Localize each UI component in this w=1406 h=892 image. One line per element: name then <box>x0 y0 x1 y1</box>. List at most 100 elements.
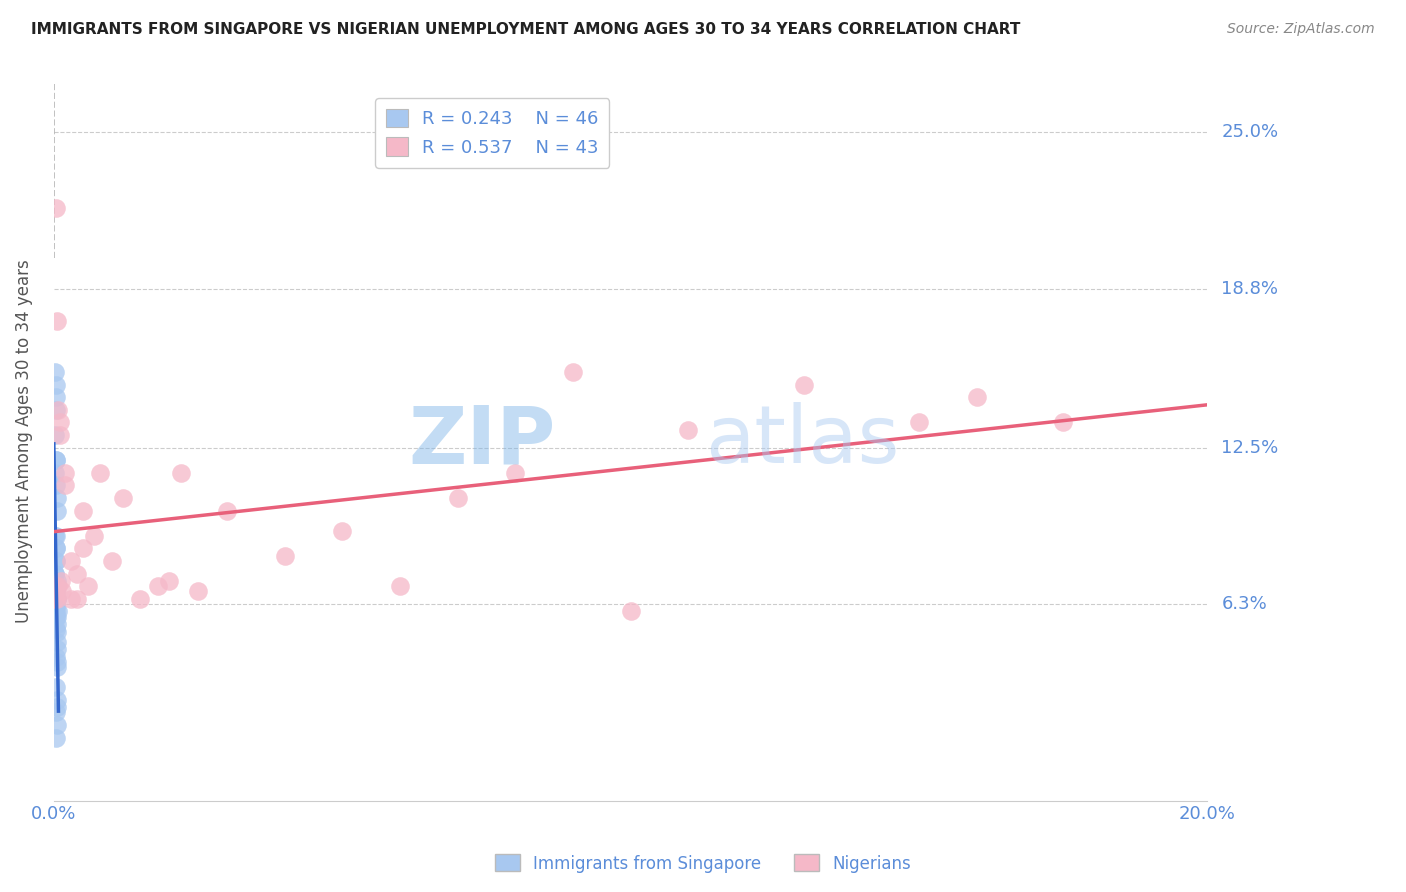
Point <box>49 574 72 589</box>
Point <box>45 584 67 599</box>
Text: Source: ZipAtlas.com: Source: ZipAtlas.com <box>1227 22 1375 37</box>
Text: 6.3%: 6.3% <box>1222 595 1267 613</box>
Point <box>44 529 66 543</box>
Point <box>1052 415 1074 429</box>
Point <box>908 415 931 429</box>
Point <box>77 579 100 593</box>
Point <box>793 377 815 392</box>
Text: IMMIGRANTS FROM SINGAPORE VS NIGERIAN UNEMPLOYMENT AMONG AGES 30 TO 34 YEARS COR: IMMIGRANTS FROM SINGAPORE VS NIGERIAN UN… <box>31 22 1021 37</box>
Point <box>72 541 94 556</box>
Point <box>48 428 70 442</box>
Point <box>45 453 67 467</box>
Point <box>45 649 67 664</box>
Point <box>45 579 67 593</box>
Point <box>100 554 122 568</box>
Point <box>45 706 67 720</box>
Point <box>45 692 67 706</box>
Point <box>503 466 526 480</box>
Point <box>966 390 988 404</box>
Point <box>45 624 67 639</box>
Point <box>60 591 83 606</box>
Point <box>45 680 67 694</box>
Text: ZIP: ZIP <box>408 402 555 480</box>
Point <box>187 584 209 599</box>
Point <box>46 700 69 714</box>
Point <box>678 423 700 437</box>
Point <box>45 574 67 589</box>
Point <box>45 478 67 492</box>
Point <box>46 579 69 593</box>
Point <box>45 599 67 614</box>
Point <box>330 524 353 538</box>
Point <box>45 617 67 632</box>
Point <box>45 591 67 606</box>
Point <box>60 554 83 568</box>
Point <box>620 605 643 619</box>
Legend: R = 0.243    N = 46, R = 0.537    N = 43: R = 0.243 N = 46, R = 0.537 N = 43 <box>375 98 609 168</box>
Point <box>45 634 67 648</box>
Point <box>129 591 152 606</box>
Point <box>44 365 66 379</box>
Point <box>45 591 67 606</box>
Point <box>45 718 67 732</box>
Point <box>45 390 67 404</box>
Point <box>45 541 67 556</box>
Point <box>46 314 69 328</box>
Point <box>44 466 66 480</box>
Point <box>46 642 69 657</box>
Point <box>157 574 180 589</box>
Point <box>45 554 67 568</box>
Point <box>45 453 67 467</box>
Point <box>51 584 73 599</box>
Point <box>45 599 67 614</box>
Point <box>45 529 67 543</box>
Point <box>273 549 295 563</box>
Point <box>53 478 76 492</box>
Point <box>44 566 66 581</box>
Point <box>45 591 67 606</box>
Point <box>146 579 169 593</box>
Point <box>561 365 583 379</box>
Point <box>45 591 67 606</box>
Point <box>45 402 67 417</box>
Point <box>66 566 89 581</box>
Point <box>53 466 76 480</box>
Point <box>72 503 94 517</box>
Point <box>45 579 67 593</box>
Text: 25.0%: 25.0% <box>1222 123 1278 141</box>
Point <box>45 491 67 505</box>
Point <box>215 503 238 517</box>
Text: atlas: atlas <box>706 402 900 480</box>
Point <box>45 731 67 745</box>
Point <box>45 503 67 517</box>
Point <box>45 554 67 568</box>
Y-axis label: Unemployment Among Ages 30 to 34 years: Unemployment Among Ages 30 to 34 years <box>15 260 32 624</box>
Point <box>89 466 111 480</box>
Point <box>48 579 70 593</box>
Point <box>48 415 70 429</box>
Point <box>46 609 69 624</box>
Point <box>45 622 67 636</box>
Text: 12.5%: 12.5% <box>1222 439 1278 457</box>
Point <box>46 605 69 619</box>
Point <box>45 605 67 619</box>
Point <box>44 591 66 606</box>
Point <box>83 529 105 543</box>
Point <box>44 428 66 442</box>
Point <box>45 201 67 215</box>
Legend: Immigrants from Singapore, Nigerians: Immigrants from Singapore, Nigerians <box>488 847 918 880</box>
Point <box>112 491 135 505</box>
Point <box>46 660 69 674</box>
Point <box>446 491 468 505</box>
Point <box>45 609 67 624</box>
Point <box>66 591 89 606</box>
Point <box>45 541 67 556</box>
Point <box>45 584 67 599</box>
Point <box>46 402 69 417</box>
Point <box>45 377 67 392</box>
Point <box>388 579 411 593</box>
Point <box>44 566 66 581</box>
Point <box>170 466 193 480</box>
Point <box>45 655 67 669</box>
Text: 18.8%: 18.8% <box>1222 280 1278 298</box>
